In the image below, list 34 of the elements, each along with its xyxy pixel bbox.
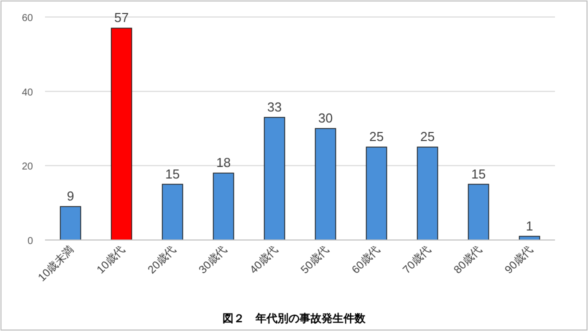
bar	[264, 116, 286, 240]
x-tick-label: 80歳代	[451, 242, 485, 276]
data-label: 25	[420, 129, 435, 144]
data-label: 15	[165, 166, 180, 182]
data-label: 9	[66, 188, 74, 204]
y-tick-label: 60	[22, 13, 34, 24]
x-tick-label: 60歳代	[349, 242, 383, 276]
y-tick-label: 20	[22, 162, 34, 173]
bar	[110, 28, 132, 240]
data-label: 30	[318, 110, 333, 126]
data-label: 33	[267, 99, 282, 114]
bar	[60, 206, 82, 240]
x-tick-label: 30歳代	[196, 242, 230, 276]
data-label: 25	[369, 129, 384, 144]
bar	[416, 146, 438, 240]
data-label: 1	[526, 218, 534, 234]
bar	[468, 184, 490, 240]
x-tick-label: 50歳代	[298, 242, 332, 276]
x-tick-label: 90歳代	[502, 242, 536, 276]
bar	[314, 128, 336, 240]
text: 図２ 年代別の事故発生件数	[222, 312, 366, 325]
x-tick-label: 10歳代	[94, 242, 128, 276]
x-tick-label: 70歳代	[400, 242, 434, 276]
y-tick-label: 40	[22, 87, 34, 98]
x-tick-label: 40歳代	[247, 242, 281, 276]
y-tick-label: 0	[27, 236, 34, 247]
data-label: 57	[114, 10, 129, 26]
bar	[366, 146, 388, 240]
x-tick-label: 10歳未満	[35, 242, 77, 284]
data-label: 18	[216, 155, 231, 170]
data-label: 15	[471, 166, 486, 182]
x-tick-label: 20歳代	[145, 242, 179, 276]
bar	[162, 184, 184, 240]
bar	[212, 172, 234, 240]
